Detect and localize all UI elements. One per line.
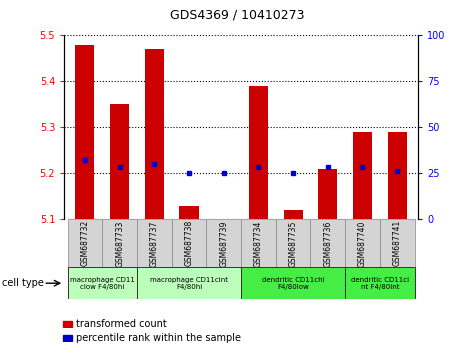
Bar [180,206,199,219]
Text: GSM687732: GSM687732 [80,220,89,267]
Bar [284,210,303,219]
Bar [67,219,102,267]
Bar [388,132,407,219]
Bar [102,219,137,267]
Bar [110,104,129,219]
Text: GSM687735: GSM687735 [289,220,298,267]
Bar [318,169,337,219]
Bar [137,267,241,299]
Text: macrophage CD11
clow F4/80hi: macrophage CD11 clow F4/80hi [70,277,135,290]
Bar [241,219,276,267]
Text: GSM687739: GSM687739 [219,220,228,267]
Bar [171,219,206,267]
Text: GSM687740: GSM687740 [358,220,367,267]
Text: GSM687741: GSM687741 [393,220,402,267]
Text: percentile rank within the sample: percentile rank within the sample [76,333,241,343]
Text: GDS4369 / 10410273: GDS4369 / 10410273 [170,9,305,22]
Bar [76,45,95,219]
Bar [345,219,380,267]
Bar [345,267,415,299]
Text: cell type: cell type [2,278,44,288]
Bar [241,267,345,299]
Bar [137,219,171,267]
Text: transformed count: transformed count [76,319,167,329]
Bar [311,219,345,267]
Bar [206,219,241,267]
Bar [63,335,72,342]
Bar [67,267,137,299]
Text: dendritic CD11chi
F4/80low: dendritic CD11chi F4/80low [262,277,324,290]
Text: dendritic CD11ci
nt F4/80int: dendritic CD11ci nt F4/80int [351,277,409,290]
Text: GSM687736: GSM687736 [323,220,332,267]
Text: GSM687738: GSM687738 [184,220,193,267]
Bar [380,219,415,267]
Bar [353,132,372,219]
Text: GSM687734: GSM687734 [254,220,263,267]
Bar [63,320,72,327]
Text: GSM687737: GSM687737 [150,220,159,267]
Bar [249,86,268,219]
Text: GSM687733: GSM687733 [115,220,124,267]
Bar [145,49,164,219]
Text: macrophage CD11cint
F4/80hi: macrophage CD11cint F4/80hi [150,277,228,290]
Bar [276,219,311,267]
